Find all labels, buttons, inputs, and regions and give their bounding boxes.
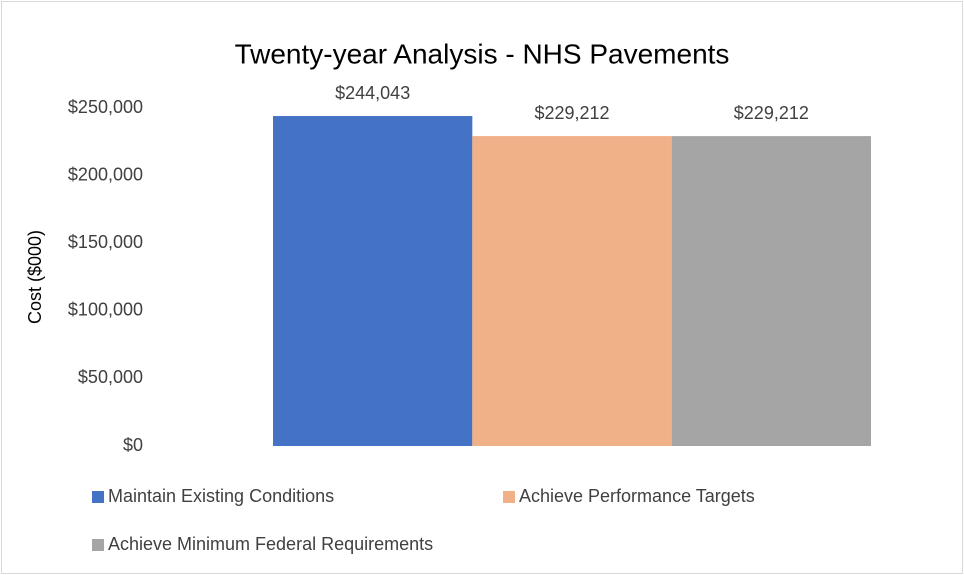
bar — [671, 136, 871, 446]
legend-swatch — [92, 539, 104, 551]
data-label: $229,212 — [534, 103, 609, 123]
chart-title: Twenty-year Analysis - NHS Pavements — [235, 38, 730, 69]
y-axis-label: Cost ($000) — [25, 230, 45, 324]
legend-swatch — [503, 491, 515, 503]
data-label: $229,212 — [734, 103, 809, 123]
data-label: $244,043 — [335, 83, 410, 103]
legend-label: Maintain Existing Conditions — [108, 486, 334, 506]
y-tick-label: $200,000 — [68, 164, 143, 184]
y-tick-label: $0 — [123, 435, 143, 455]
bar — [273, 116, 473, 446]
legend-label: Achieve Performance Targets — [519, 486, 755, 506]
bar — [472, 136, 672, 446]
legend-label: Achieve Minimum Federal Requirements — [108, 534, 433, 554]
legend-swatch — [92, 491, 104, 503]
y-tick-label: $100,000 — [68, 300, 143, 320]
y-tick-label: $150,000 — [68, 232, 143, 252]
y-tick-label: $250,000 — [68, 97, 143, 117]
y-tick-label: $50,000 — [78, 367, 143, 387]
